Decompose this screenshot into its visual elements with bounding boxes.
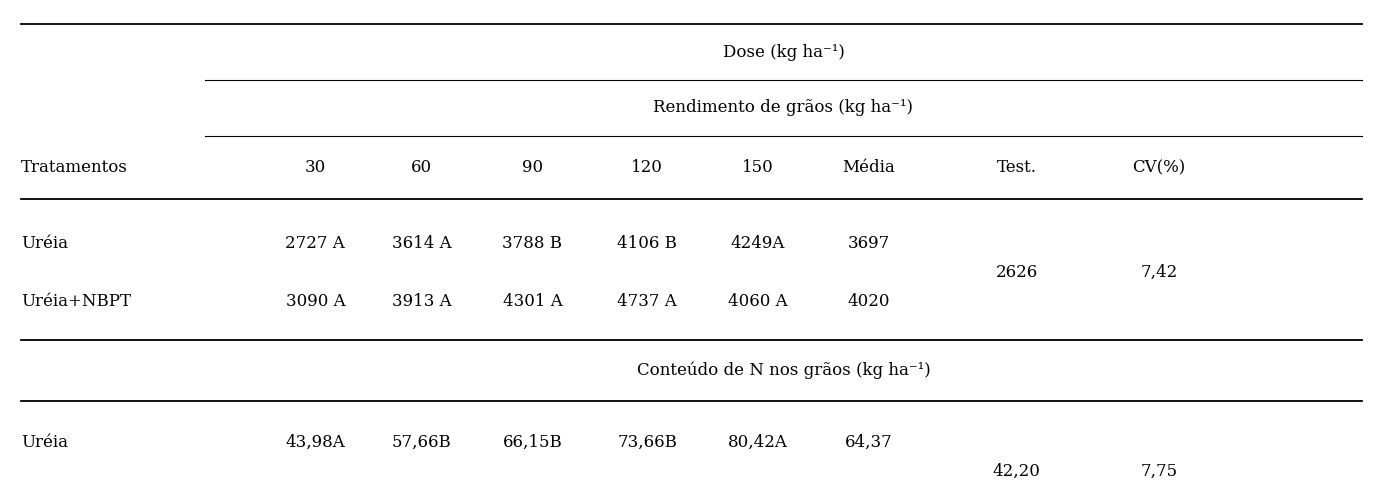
Text: 3614 A: 3614 A (391, 235, 452, 251)
Text: 2626: 2626 (996, 264, 1037, 280)
Text: 3697: 3697 (848, 235, 889, 251)
Text: CV(%): CV(%) (1133, 159, 1185, 176)
Text: 4301 A: 4301 A (502, 293, 563, 310)
Text: 4106 B: 4106 B (617, 235, 678, 251)
Text: Tratamentos: Tratamentos (21, 159, 127, 176)
Text: 4060 A: 4060 A (727, 293, 788, 310)
Text: Rendimento de grãos (kg ha⁻¹): Rendimento de grãos (kg ha⁻¹) (654, 100, 913, 116)
Text: 4737 A: 4737 A (617, 293, 678, 310)
Text: Dose (kg ha⁻¹): Dose (kg ha⁻¹) (722, 44, 845, 60)
Text: 3913 A: 3913 A (391, 293, 452, 310)
Text: 80,42A: 80,42A (727, 434, 788, 451)
Text: Conteúdo de N nos grãos (kg ha⁻¹): Conteúdo de N nos grãos (kg ha⁻¹) (636, 362, 931, 379)
Text: 7,75: 7,75 (1141, 463, 1177, 480)
Text: 2727 A: 2727 A (285, 235, 346, 251)
Text: Uréia: Uréia (21, 235, 68, 251)
Text: 150: 150 (743, 159, 773, 176)
Text: Uréia: Uréia (21, 434, 68, 451)
Text: Test.: Test. (997, 159, 1036, 176)
Text: 57,66B: 57,66B (391, 434, 452, 451)
Text: 42,20: 42,20 (993, 463, 1040, 480)
Text: Uréia+NBPT: Uréia+NBPT (21, 293, 131, 310)
Text: 73,66B: 73,66B (617, 434, 678, 451)
Text: 60: 60 (411, 159, 433, 176)
Text: 3090 A: 3090 A (285, 293, 346, 310)
Text: 43,98A: 43,98A (285, 434, 346, 451)
Text: 66,15B: 66,15B (502, 434, 563, 451)
Text: 90: 90 (521, 159, 544, 176)
Text: 4020: 4020 (848, 293, 889, 310)
Text: 120: 120 (631, 159, 664, 176)
Text: 7,42: 7,42 (1141, 264, 1177, 280)
Text: 30: 30 (304, 159, 326, 176)
Text: 4249A: 4249A (730, 235, 786, 251)
Text: Média: Média (842, 159, 895, 176)
Text: 3788 B: 3788 B (502, 235, 563, 251)
Text: 64,37: 64,37 (845, 434, 892, 451)
